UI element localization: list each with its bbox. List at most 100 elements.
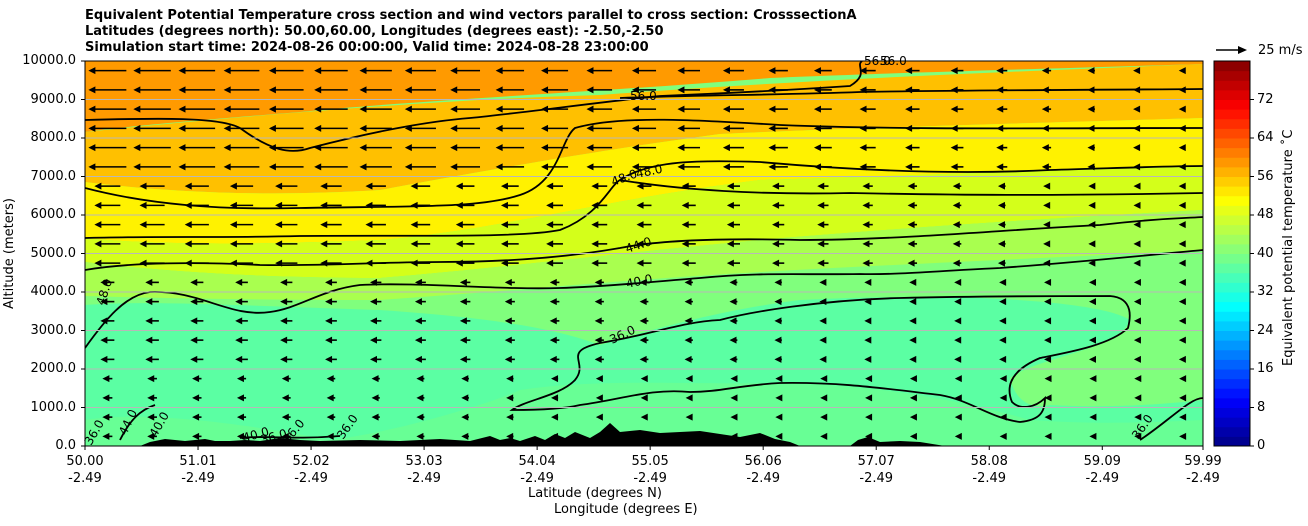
wind-arrow <box>410 240 431 248</box>
wind-arrow <box>178 163 216 171</box>
wind-arrow <box>268 144 304 152</box>
wind-arrow <box>1133 86 1141 94</box>
wind-arrow <box>1133 336 1141 344</box>
wind-arrow <box>775 413 783 421</box>
wind-arrow <box>133 163 171 171</box>
wind-arrow <box>504 317 515 325</box>
wind-arrow <box>326 432 336 440</box>
wind-arrow <box>905 163 920 171</box>
wind-arrow <box>905 105 920 113</box>
wind-arrow <box>636 182 652 190</box>
x-tick-lat: 50.00 <box>66 454 104 469</box>
wind-arrow <box>459 298 471 306</box>
wind-arrow <box>997 182 1006 190</box>
wind-arrow <box>450 163 481 171</box>
wind-arrow <box>677 124 701 132</box>
wind-arrow <box>820 432 828 440</box>
x-tick-lat: 59.99 <box>1184 454 1222 469</box>
wind-arrow <box>404 144 436 152</box>
wind-arrow <box>999 317 1007 325</box>
wind-arrow <box>862 182 873 190</box>
wind-arrow <box>862 259 873 267</box>
wind-arrow <box>859 67 876 75</box>
wind-arrow <box>591 221 608 229</box>
wind-arrow <box>640 432 648 440</box>
wind-arrow <box>631 124 657 132</box>
wind-arrow <box>775 432 783 440</box>
wind-arrow <box>147 432 157 440</box>
wind-arrow <box>859 144 876 152</box>
wind-arrow <box>1134 375 1142 383</box>
wind-arrow <box>102 432 113 440</box>
x-tick-lon: -2.49 <box>746 471 780 486</box>
colorbar-band <box>1214 263 1250 274</box>
wind-arrow <box>909 336 917 344</box>
wind-arrow <box>275 240 298 248</box>
wind-arrow <box>551 375 559 383</box>
y-tick-label: 5000.0 <box>30 245 77 261</box>
wind-arrow <box>500 221 519 229</box>
wind-arrow <box>1178 144 1186 152</box>
x-tick-label: 52.02 -2.49 <box>276 453 346 487</box>
wind-arrow <box>772 221 785 229</box>
wind-arrow <box>1044 355 1052 363</box>
wind-arrow <box>1178 259 1186 267</box>
wind-arrow <box>640 413 648 421</box>
wind-arrow <box>404 86 436 94</box>
wind-arrow <box>546 221 563 229</box>
field-band-orange <box>85 61 1203 132</box>
wind-arrow <box>551 413 559 421</box>
colorbar-band <box>1214 147 1250 158</box>
x-tick-lon: -2.49 <box>1085 471 1120 486</box>
wind-arrow <box>139 201 165 209</box>
y-tick-label: 3000.0 <box>30 322 77 338</box>
wind-arrow <box>594 336 604 344</box>
wind-arrow <box>772 240 785 248</box>
wind-arrow <box>325 317 337 325</box>
wind-arrow <box>813 144 832 152</box>
wind-arrow <box>954 375 962 383</box>
wind-arrow <box>1087 86 1095 94</box>
wind-arrow <box>314 67 348 75</box>
colorbar-band <box>1214 80 1250 91</box>
colorbar-tick-label: 64 <box>1257 130 1274 145</box>
wind-arrow <box>541 163 569 171</box>
wind-arrow <box>461 375 469 383</box>
wind-arrow <box>414 278 426 286</box>
wind-arrow <box>500 240 519 248</box>
wind-arrow <box>1178 355 1186 363</box>
wind-arrow <box>504 336 515 344</box>
wind-arrow <box>184 182 209 190</box>
wind-arrow <box>275 201 298 209</box>
wind-arrow <box>997 240 1006 248</box>
wind-arrow <box>909 278 917 286</box>
wind-arrow <box>500 182 519 190</box>
wind-arrow <box>236 432 247 440</box>
colorbar-tick-label: 0 <box>1257 438 1266 453</box>
wind-arrow <box>1178 124 1186 132</box>
wind-arrow <box>952 240 962 248</box>
wind-arrow <box>684 278 693 286</box>
wind-arrow <box>685 413 693 421</box>
wind-arrow <box>729 278 738 286</box>
x-tick-label: 57.07 -2.49 <box>841 453 911 487</box>
wind-arrow <box>774 355 782 363</box>
wind-arrow <box>1043 259 1051 267</box>
wind-arrow <box>820 375 828 383</box>
x-tick-lon: -2.49 <box>972 471 1007 486</box>
contour-44 <box>85 216 1203 271</box>
wind-arrow <box>639 278 649 286</box>
y-tick-label: 1000.0 <box>30 399 77 415</box>
wind-arrow <box>192 413 202 421</box>
wind-arrow <box>768 163 788 171</box>
colorbar-band <box>1214 61 1250 72</box>
wind-arrow <box>1087 144 1095 152</box>
wind-arrow <box>1044 317 1052 325</box>
wind-arrow <box>369 278 382 286</box>
wind-arrow <box>586 105 613 113</box>
wind-arrow <box>820 413 828 421</box>
wind-arrow <box>729 298 738 306</box>
wind-arrow <box>506 375 514 383</box>
wind-arrow <box>1179 375 1187 383</box>
